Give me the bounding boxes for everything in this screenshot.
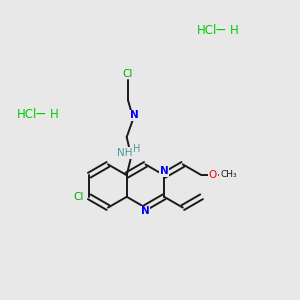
Text: NH: NH xyxy=(117,148,132,158)
Text: O: O xyxy=(209,170,217,180)
Text: −: − xyxy=(35,107,46,121)
Text: Cl: Cl xyxy=(122,69,133,79)
Text: H: H xyxy=(230,23,238,37)
Text: HCl: HCl xyxy=(196,23,217,37)
Text: N: N xyxy=(160,166,169,176)
Text: H: H xyxy=(50,107,58,121)
Text: −: − xyxy=(215,23,226,37)
Text: HCl: HCl xyxy=(16,107,37,121)
Text: CH₃: CH₃ xyxy=(220,170,237,179)
Text: H: H xyxy=(133,144,140,154)
Text: N: N xyxy=(130,110,139,121)
Text: Cl: Cl xyxy=(74,192,84,202)
Text: N: N xyxy=(141,206,150,217)
